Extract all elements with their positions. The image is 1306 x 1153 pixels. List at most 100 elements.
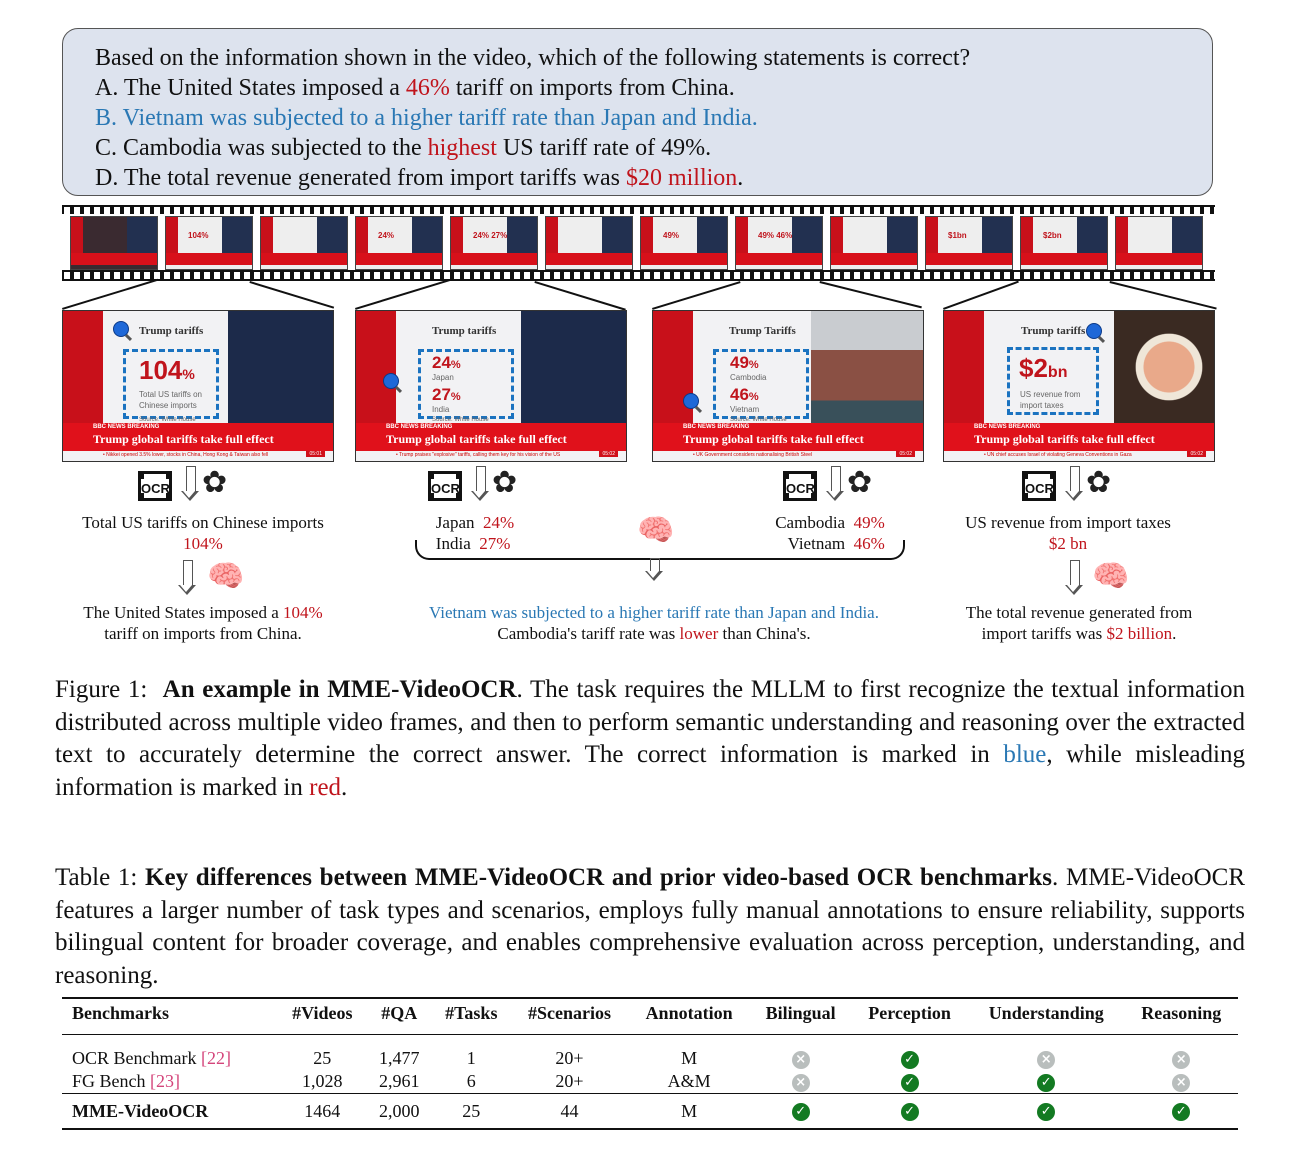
- brain-icon: 🧠: [207, 560, 245, 593]
- flag-cell: ✓: [851, 1070, 968, 1094]
- benchmark-name: MME-VideoOCR: [62, 1093, 278, 1130]
- option-a: A. The United States imposed a 46% tarif…: [95, 75, 735, 101]
- flag-cell: ✓: [851, 1035, 968, 1071]
- table-cell: 2,961: [378, 1071, 420, 1091]
- citation-link[interactable]: 22: [206, 1048, 225, 1068]
- conclusion-4: The total revenue generated from import t…: [965, 603, 1193, 643]
- column-header: Reasoning: [1124, 997, 1238, 1035]
- option-b-correct: B. Vietnam was subjected to a higher tar…: [95, 105, 758, 131]
- down-arrow-icon: [826, 466, 844, 501]
- option-c: C. Cambodia was subjected to the highest…: [95, 135, 712, 161]
- table-cell: 25: [313, 1048, 332, 1068]
- table-cell: 1,477: [378, 1048, 420, 1068]
- conclusion-1: The United States imposed a 104% tariff o…: [83, 603, 323, 643]
- brain-icon: 🧠: [637, 514, 675, 547]
- thumbnail-text: 24% 27%: [473, 231, 508, 240]
- video-frame-2: Trump tariffs 24% Japan 27% India Source…: [355, 310, 627, 462]
- cross-icon: ×: [1172, 1050, 1191, 1069]
- thumbnail-text: $2bn: [1043, 231, 1062, 240]
- ocr-icon: OCR: [1022, 471, 1056, 501]
- extracted-text-1: Total US tariffs on Chinese imports 104%: [82, 513, 324, 553]
- conclusion-2: Vietnam was subjected to a higher tariff…: [429, 603, 879, 643]
- check-icon: ✓: [900, 1050, 919, 1069]
- down-arrow-icon: [645, 558, 663, 581]
- video-thumbnail: [1115, 216, 1203, 270]
- check-icon: ✓: [1037, 1073, 1056, 1092]
- zoom-line: [534, 281, 626, 311]
- thumbnail-text: 24%: [378, 231, 395, 240]
- table-row: OCR Benchmark [22] 25 1,477 1 20+ M × ✓ × ×: [62, 1035, 1238, 1071]
- thumbnail-text: $1bn: [948, 231, 967, 240]
- ocr-icon: OCR: [428, 471, 462, 501]
- ocr-highlight-box: [418, 349, 514, 419]
- down-arrow-icon: [1065, 560, 1083, 595]
- down-arrow-icon: [178, 560, 196, 595]
- misleading-text: highest: [427, 135, 497, 161]
- table-cell: 44: [510, 1093, 629, 1130]
- zoom-line: [943, 280, 1019, 310]
- flag-cell: ×: [750, 1035, 851, 1071]
- zoom-line: [819, 281, 922, 309]
- table-row: FG Bench [23] 1,028 2,961 6 20+ A&M × ✓ ✓ ×: [62, 1070, 1238, 1094]
- down-arrow-icon: [471, 466, 489, 501]
- thumbnail-text: 49% 46%: [758, 231, 793, 240]
- magnifier-icon: [383, 373, 399, 389]
- column-header: Benchmarks: [62, 997, 278, 1035]
- table-cell: 20+: [555, 1071, 584, 1091]
- magnifier-icon: [113, 321, 129, 337]
- video-thumbnail: $1bn: [925, 216, 1013, 270]
- table-cell: A&M: [667, 1071, 711, 1091]
- video-thumbnail: 49%: [640, 216, 728, 270]
- table-cell: 1464: [277, 1093, 367, 1130]
- shipping-containers-image: [811, 311, 923, 423]
- table-cell: 6: [466, 1071, 476, 1091]
- extracted-text-3: Cambodia 49% Vietnam 46%: [775, 513, 885, 553]
- chatgpt-icon: ✿: [492, 465, 518, 500]
- down-arrow-icon: [1065, 466, 1083, 501]
- zoom-line: [1109, 281, 1217, 310]
- video-thumbnail: [545, 216, 633, 270]
- table-cell: M: [681, 1048, 698, 1068]
- column-header: Annotation: [628, 997, 751, 1035]
- flag-cell: ×: [750, 1070, 851, 1094]
- thumbnail-text: 49%: [663, 231, 680, 240]
- down-arrow-icon: [181, 466, 199, 501]
- flag-cell: ✓: [968, 1070, 1125, 1094]
- zoom-line: [652, 281, 741, 310]
- speaker-photo: [1114, 311, 1214, 423]
- table-cell: 25: [431, 1093, 511, 1130]
- brain-icon: 🧠: [1092, 560, 1130, 593]
- comparison-table: Benchmarks #Videos #QA #Tasks #Scenarios Anno…: [62, 997, 1238, 1130]
- table-cell: 20+: [555, 1048, 584, 1068]
- misleading-text: $20 million: [625, 165, 738, 191]
- column-header: #Videos: [277, 997, 367, 1035]
- flag-cell: ✓: [750, 1093, 852, 1130]
- citation-link[interactable]: 23: [156, 1071, 174, 1091]
- cross-icon: ×: [791, 1050, 810, 1069]
- video-thumbnail: 104%: [165, 216, 253, 270]
- video-frame-4: Trump tariffs $2bn US revenue from impor…: [943, 310, 1215, 462]
- extracted-text-4: US revenue from import taxes $2 bn: [965, 513, 1171, 553]
- figure-caption: Figure 1: An example in MME-VideoOCR. Th…: [55, 676, 1246, 801]
- check-icon: ✓: [900, 1103, 919, 1122]
- table-row: MME-VideoOCR 1464 2,000 25 44 M ✓ ✓ ✓ ✓: [62, 1093, 1238, 1130]
- zoom-line: [249, 281, 335, 309]
- table-cell: M: [628, 1093, 751, 1130]
- table-cell: 1: [466, 1048, 476, 1068]
- question-box: Based on the information shown in the vi…: [62, 28, 1213, 196]
- cross-icon: ×: [1172, 1073, 1191, 1092]
- chatgpt-icon: ✿: [847, 465, 873, 500]
- video-frame-3: Trump Tariffs 49% Cambodia 46% Vietnam S…: [652, 310, 924, 462]
- column-header: Perception: [851, 997, 968, 1035]
- ocr-highlight-box: [123, 349, 219, 419]
- video-thumbnail: [260, 216, 348, 270]
- cross-icon: ×: [791, 1073, 810, 1092]
- thumbnail-text: 104%: [188, 231, 209, 240]
- film-strip-bottom: [62, 270, 1215, 281]
- table-caption: Table 1: Key differences between MME-Vid…: [55, 864, 1246, 989]
- ocr-highlight-box: [713, 349, 809, 419]
- video-thumbnail: 49% 46%: [735, 216, 823, 270]
- column-header: Understanding: [967, 997, 1125, 1035]
- ocr-icon: OCR: [138, 471, 172, 501]
- column-header: #QA: [366, 997, 432, 1035]
